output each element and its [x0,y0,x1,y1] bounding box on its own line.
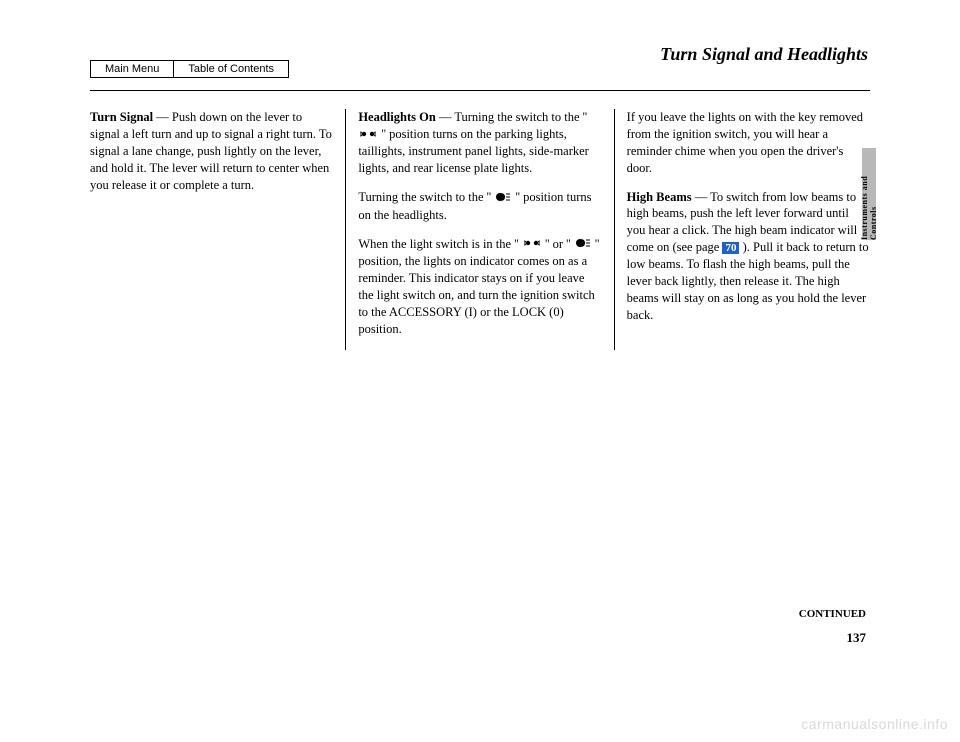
parking-lights-icon [360,127,376,144]
headlights-icon [496,190,510,207]
dash: — [692,190,711,204]
watermark: carmanualsonline.info [801,716,948,732]
turn-signal-lead: Turn Signal [90,110,153,124]
header-rule [90,90,870,91]
headlights-icon [576,236,590,253]
headlights-switch-para: Turning the switch to the '' '' position… [358,189,601,223]
dash: — [153,110,172,124]
section-tab: Instruments and Controls [862,148,876,240]
text-b: '' position, the lights on indicator com… [358,237,599,336]
text-b: '' position turns on the parking lights,… [358,127,589,175]
column-2: Headlights On — Turning the switch to th… [345,109,613,350]
toc-button[interactable]: Table of Contents [173,60,289,78]
text-mid: '' or '' [542,237,574,251]
text-a: Turning the switch to the '' [454,110,587,124]
lights-indicator-para: When the light switch is in the '' '' or… [358,236,601,338]
content-columns: Turn Signal — Push down on the lever to … [90,109,870,350]
text-a: When the light switch is in the '' [358,237,522,251]
headlights-on-lead: Headlights On [358,110,435,124]
continued-label: CONTINUED [799,608,866,620]
column-1: Turn Signal — Push down on the lever to … [90,109,345,350]
page-link-70[interactable]: 70 [722,242,739,254]
reminder-chime-para: If you leave the lights on with the key … [627,109,870,177]
page-number: 137 [847,630,867,646]
column-3: If you leave the lights on with the key … [614,109,870,350]
dash: — [436,110,455,124]
parking-lights-icon [524,236,540,253]
headlights-on-para: Headlights On — Turning the switch to th… [358,109,601,177]
main-menu-button[interactable]: Main Menu [90,60,173,78]
text-a: Turning the switch to the '' [358,190,494,204]
high-beams-lead: High Beams [627,190,692,204]
turn-signal-para: Turn Signal — Push down on the lever to … [90,109,333,193]
high-beams-para: High Beams — To switch from low beams to… [627,189,870,324]
